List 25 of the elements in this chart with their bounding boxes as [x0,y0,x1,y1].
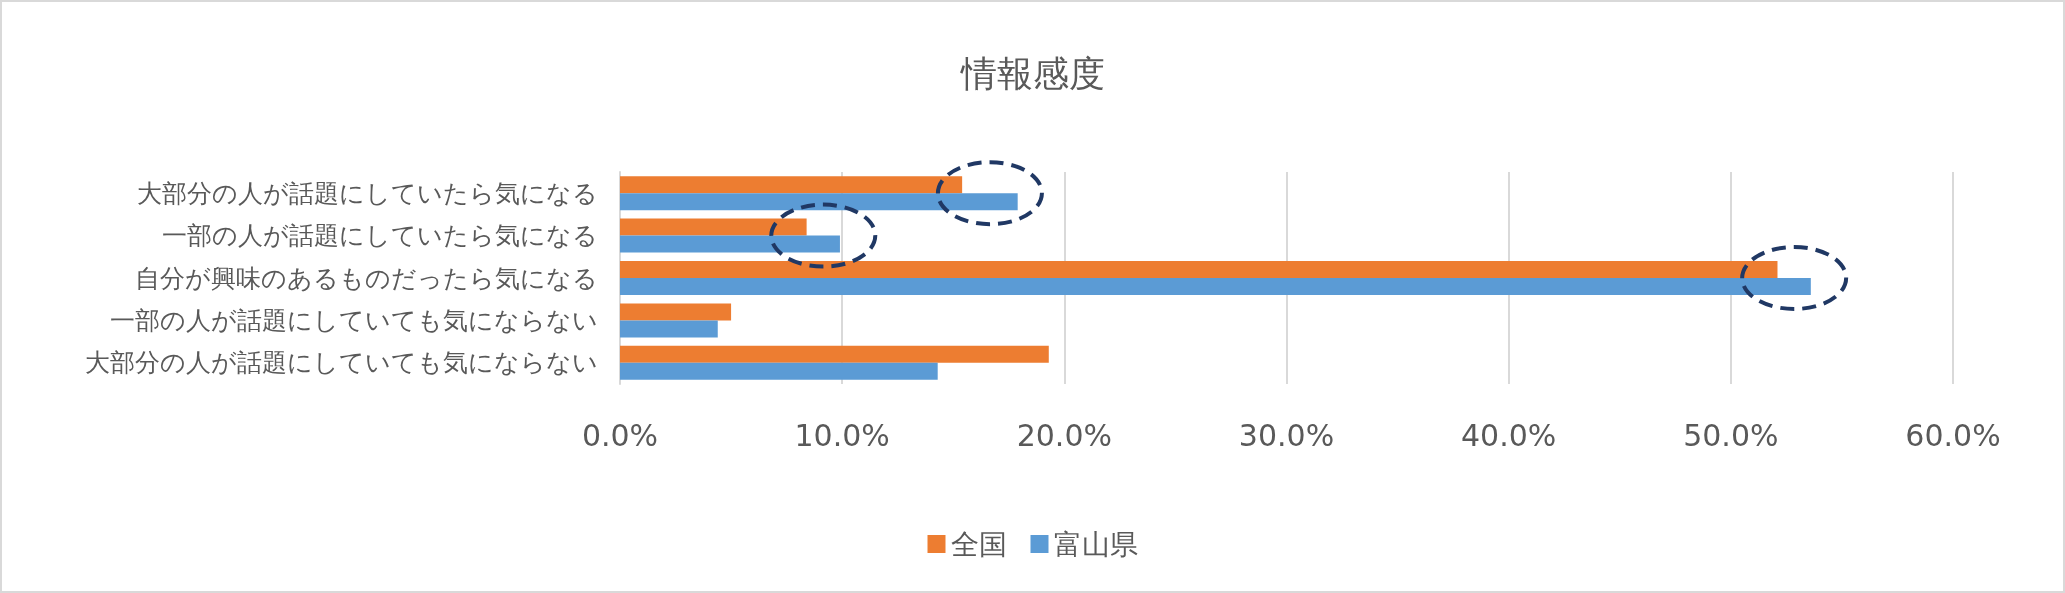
bar [620,193,1018,211]
x-tick-label: 40.0% [1461,417,1557,453]
legend-label: 富山県 [1053,527,1138,561]
y-tick-label: 一部の人が話題にしていたら気になる [162,221,598,251]
x-tick-label: 60.0% [1905,417,2001,453]
y-tick-label: 自分が興味のあるものだったら気になる [135,263,598,293]
x-tick-label: 10.0% [794,417,890,453]
bar [620,261,1778,278]
x-tick-label: 0.0% [581,417,659,453]
x-tick-label: 50.0% [1683,417,1779,453]
bar [620,345,1049,363]
y-tick-label: 大部分の人が話題にしていたら気になる [137,178,598,208]
y-tick-label: 大部分の人が話題にしていても気にならない [85,348,598,378]
bar [620,218,807,236]
bar [620,303,732,321]
x-tick-label: 20.0% [1016,417,1112,453]
legend-label: 全国 [950,527,1007,561]
y-tick-label: 一部の人が話題にしていても気にならない [110,305,598,335]
bar [620,320,718,338]
bar [620,362,938,380]
bar [620,278,1811,295]
x-tick-label: 30.0% [1238,417,1335,453]
bar [620,176,963,194]
bar [620,235,840,253]
chart-title: 情報感度 [959,52,1105,94]
